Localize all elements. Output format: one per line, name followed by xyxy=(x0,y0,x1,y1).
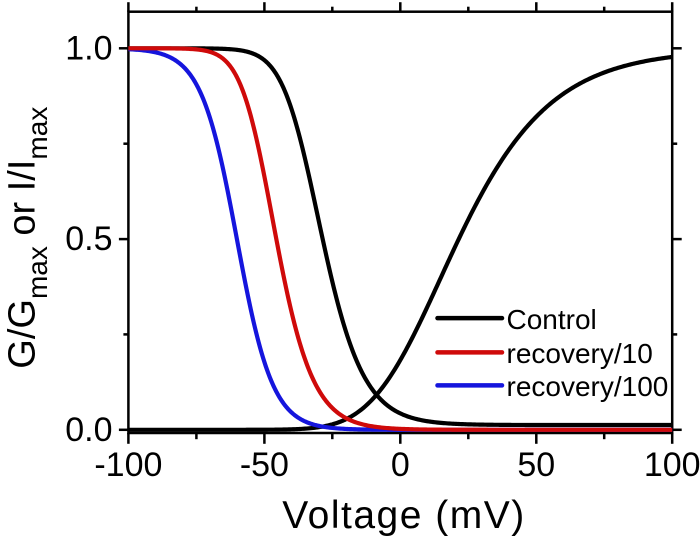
svg-text:50: 50 xyxy=(517,446,555,484)
svg-text:recovery/10: recovery/10 xyxy=(507,338,653,369)
svg-text:0.0: 0.0 xyxy=(65,411,112,449)
svg-text:recovery/100: recovery/100 xyxy=(507,371,669,402)
svg-text:Control: Control xyxy=(507,304,597,335)
svg-text:-100: -100 xyxy=(94,446,162,484)
svg-text:0.5: 0.5 xyxy=(65,220,112,258)
svg-text:100: 100 xyxy=(644,446,700,484)
svg-text:-50: -50 xyxy=(240,446,289,484)
svg-text:1.0: 1.0 xyxy=(65,29,112,67)
svg-text:0: 0 xyxy=(391,446,410,484)
svg-text:Voltage (mV): Voltage (mV) xyxy=(282,494,525,537)
